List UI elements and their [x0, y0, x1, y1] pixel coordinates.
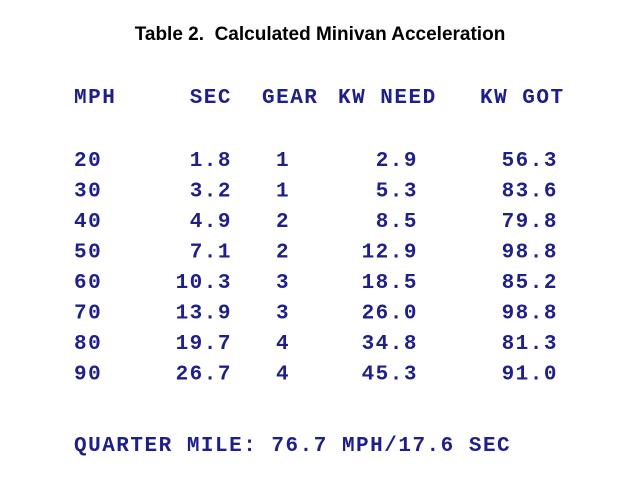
table-cell: 26.7: [176, 364, 232, 387]
table-cell: 5.3: [376, 181, 418, 204]
table-cell: 45.3: [362, 364, 418, 387]
table-cell: 79.8: [502, 211, 558, 234]
table-cell: 4.9: [190, 211, 232, 234]
table-cell: 19.7: [176, 333, 232, 356]
table-cell: 20: [74, 150, 102, 173]
table-cell: 90: [74, 364, 102, 387]
column-header: SEC: [190, 87, 232, 110]
table-cell: 1: [276, 150, 290, 173]
table-cell: 4: [276, 333, 290, 356]
column-header: KW NEED: [338, 87, 437, 110]
table-cell: 83.6: [502, 181, 558, 204]
table-cell: 2: [276, 211, 290, 234]
table-cell: 12.9: [362, 242, 418, 265]
table-cell: 40: [74, 211, 102, 234]
table-cell: 85.2: [502, 272, 558, 295]
table-cell: 50: [74, 242, 102, 265]
table-cell: 1: [276, 181, 290, 204]
table-cell: 10.3: [176, 272, 232, 295]
table-cell: 3.2: [190, 181, 232, 204]
table-cell: 70: [74, 303, 102, 326]
table-cell: 2.9: [376, 150, 418, 173]
table-cell: 91.0: [502, 364, 558, 387]
table-cell: 7.1: [190, 242, 232, 265]
table-cell: 3: [276, 303, 290, 326]
table-cell: 80: [74, 333, 102, 356]
table-cell: 60: [74, 272, 102, 295]
table-cell: 98.8: [502, 242, 558, 265]
table-cell: 18.5: [362, 272, 418, 295]
table-cell: 2: [276, 242, 290, 265]
column-header: MPH: [74, 87, 116, 110]
column-header: GEAR: [262, 87, 318, 110]
table-cell: 3: [276, 272, 290, 295]
table-cell: 98.8: [502, 303, 558, 326]
table-cell: 8.5: [376, 211, 418, 234]
table-cell: 4: [276, 364, 290, 387]
footer: QUARTER MILE: 76.7 MPH/17.6 SEC: [74, 435, 511, 458]
table-cell: 26.0: [362, 303, 418, 326]
table-cell: 34.8: [362, 333, 418, 356]
table-cell: 30: [74, 181, 102, 204]
table-cell: 81.3: [502, 333, 558, 356]
column-header: KW GOT: [480, 87, 565, 110]
table-cell: 1.8: [190, 150, 232, 173]
table-title: Table 2. Calculated Minivan Acceleration: [135, 24, 506, 45]
table-cell: 13.9: [176, 303, 232, 326]
table-cell: 56.3: [502, 150, 558, 173]
